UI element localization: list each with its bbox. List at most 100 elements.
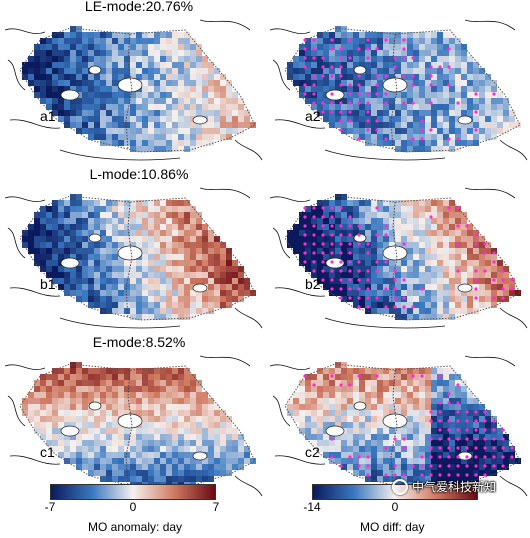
map-cell [142,476,148,482]
map-cell [329,212,335,218]
map-cell [401,110,407,116]
map-cell [455,236,461,242]
map-cell [136,272,142,278]
map-cell [485,290,491,296]
map-cell [449,146,455,152]
map-cell [196,230,202,236]
map-cell [214,434,220,440]
map-cell [154,44,160,50]
map-cell [118,398,124,404]
map-cell [124,308,130,314]
map-cell [52,200,58,206]
map-cell [88,110,94,116]
map-cell [166,368,172,374]
map-cell [395,368,401,374]
map-cell [166,374,172,380]
map-cell [70,278,76,284]
map-cell [154,74,160,80]
map-cell [377,386,383,392]
map-cell [401,476,407,482]
map-cell [377,62,383,68]
map-cell [76,416,82,422]
map-cell [208,416,214,422]
map-cell [130,38,136,44]
significance-dot [411,83,415,87]
map-cell [160,296,166,302]
map-cell [395,62,401,68]
map-cell [34,74,40,80]
map-cell [299,386,305,392]
map-cell [479,452,485,458]
significance-dot [366,119,370,123]
map-cell [431,140,437,146]
map-cell [196,254,202,260]
map-cell [214,278,220,284]
map-cell [58,452,64,458]
map-cell [76,452,82,458]
map-cell [407,80,413,86]
map-cell [347,104,353,110]
map-cell [335,74,341,80]
significance-dot [402,47,406,51]
map-cell [136,110,142,116]
map-cell [395,146,401,152]
map-cell [371,464,377,470]
map-cell [323,278,329,284]
map-cell [28,404,34,410]
map-cell [100,98,106,104]
map-cell [449,50,455,56]
map-cell [335,212,341,218]
map-cell [142,230,148,236]
map-cell [178,416,184,422]
map-cell [232,278,238,284]
significance-dot [348,92,352,96]
map-cell [136,260,142,266]
map-cell [431,56,437,62]
map-cell [142,260,148,266]
map-cell [353,470,359,476]
significance-dot [348,119,352,123]
map-cell [160,32,166,38]
map-cell [311,398,317,404]
map-cell [160,74,166,80]
map-cell [46,206,52,212]
map-cell [425,200,431,206]
map-cell [479,284,485,290]
map-cell [100,44,106,50]
map-cell [34,380,40,386]
map-cell [160,206,166,212]
map-cell [425,464,431,470]
map-cell [136,398,142,404]
map-cell [371,230,377,236]
map-cell [419,74,425,80]
map-cell [142,116,148,122]
map-cell [485,446,491,452]
significance-dot [393,65,397,69]
map-cell [359,470,365,476]
panel-title-b1: L-mode:10.86% [62,166,216,182]
significance-dot [438,401,442,405]
map-cell [178,296,184,302]
map-cell [112,140,118,146]
map-cell [142,50,148,56]
map-cell [202,404,208,410]
map-cell [136,368,142,374]
map-cell [401,50,407,56]
map-cell [401,410,407,416]
map-cell [154,110,160,116]
map-cell [100,284,106,290]
map-cell [148,404,154,410]
map-cell [401,380,407,386]
map-cell [124,266,130,272]
map-cell [479,272,485,278]
map-cell [22,62,28,68]
map-cell [353,230,359,236]
map-cell [124,38,130,44]
map-cell [347,416,353,422]
map-cell [76,272,82,278]
map-cell [64,74,70,80]
map-cell [46,434,52,440]
map-cell [359,428,365,434]
significance-dot [465,473,469,477]
map-cell [106,386,112,392]
